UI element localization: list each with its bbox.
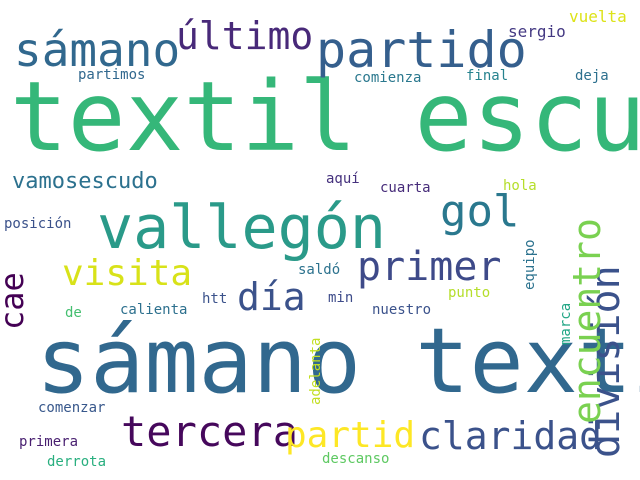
word-partido: partido	[316, 21, 527, 79]
word-posición: posición	[4, 216, 71, 232]
word-partimos: partimos	[78, 67, 145, 83]
word-nuestro: nuestro	[372, 302, 431, 318]
word-hola: hola	[503, 178, 537, 194]
word-cae: cae	[0, 272, 31, 330]
word-día: día	[237, 275, 306, 319]
word-división: división	[583, 265, 629, 458]
word-partid: partid	[285, 415, 415, 456]
word-calienta: calienta	[120, 302, 187, 318]
word-marca: marca	[558, 303, 574, 345]
word-derrota: derrota	[47, 454, 106, 470]
word-vuelta: vuelta	[569, 7, 627, 26]
word-vallegón: vallegón	[97, 193, 386, 263]
word-cuarta: cuarta	[380, 180, 431, 196]
word-visita: visita	[62, 253, 192, 294]
word-saldó: saldó	[298, 262, 340, 278]
word-primer: primer	[357, 244, 502, 290]
word-último: último	[176, 14, 313, 58]
word-htt: htt	[202, 291, 227, 307]
word-min: min	[328, 290, 353, 306]
word-deja: deja	[575, 68, 609, 84]
word-sámano-textil: sámano textil	[36, 309, 640, 414]
word-de: de	[65, 305, 82, 321]
word-sámano: sámano	[14, 23, 180, 77]
word-punto: punto	[448, 285, 490, 301]
word-comenzar: comenzar	[38, 400, 105, 416]
word-vamosescudo: vamosescudo	[12, 169, 158, 194]
word-textil-escudo: textil escudo	[10, 61, 640, 173]
words-layer: textil escudo sámano textil vallegón partid…	[0, 7, 640, 470]
word-claridad: claridad	[419, 414, 602, 458]
word-equipo: equipo	[522, 239, 538, 290]
word-comienza: comienza	[354, 70, 421, 86]
word-adelanta: adelanta	[308, 338, 324, 405]
word-final: final	[466, 68, 508, 84]
word-gol: gol	[440, 186, 519, 237]
word-sergio: sergio	[508, 22, 566, 41]
word-tercera: tercera	[121, 407, 298, 456]
word-primera: primera	[19, 434, 78, 450]
word-descanso: descanso	[322, 451, 389, 467]
word-aquí: aquí	[326, 171, 360, 187]
word-encuentro: encuentro	[565, 218, 609, 424]
